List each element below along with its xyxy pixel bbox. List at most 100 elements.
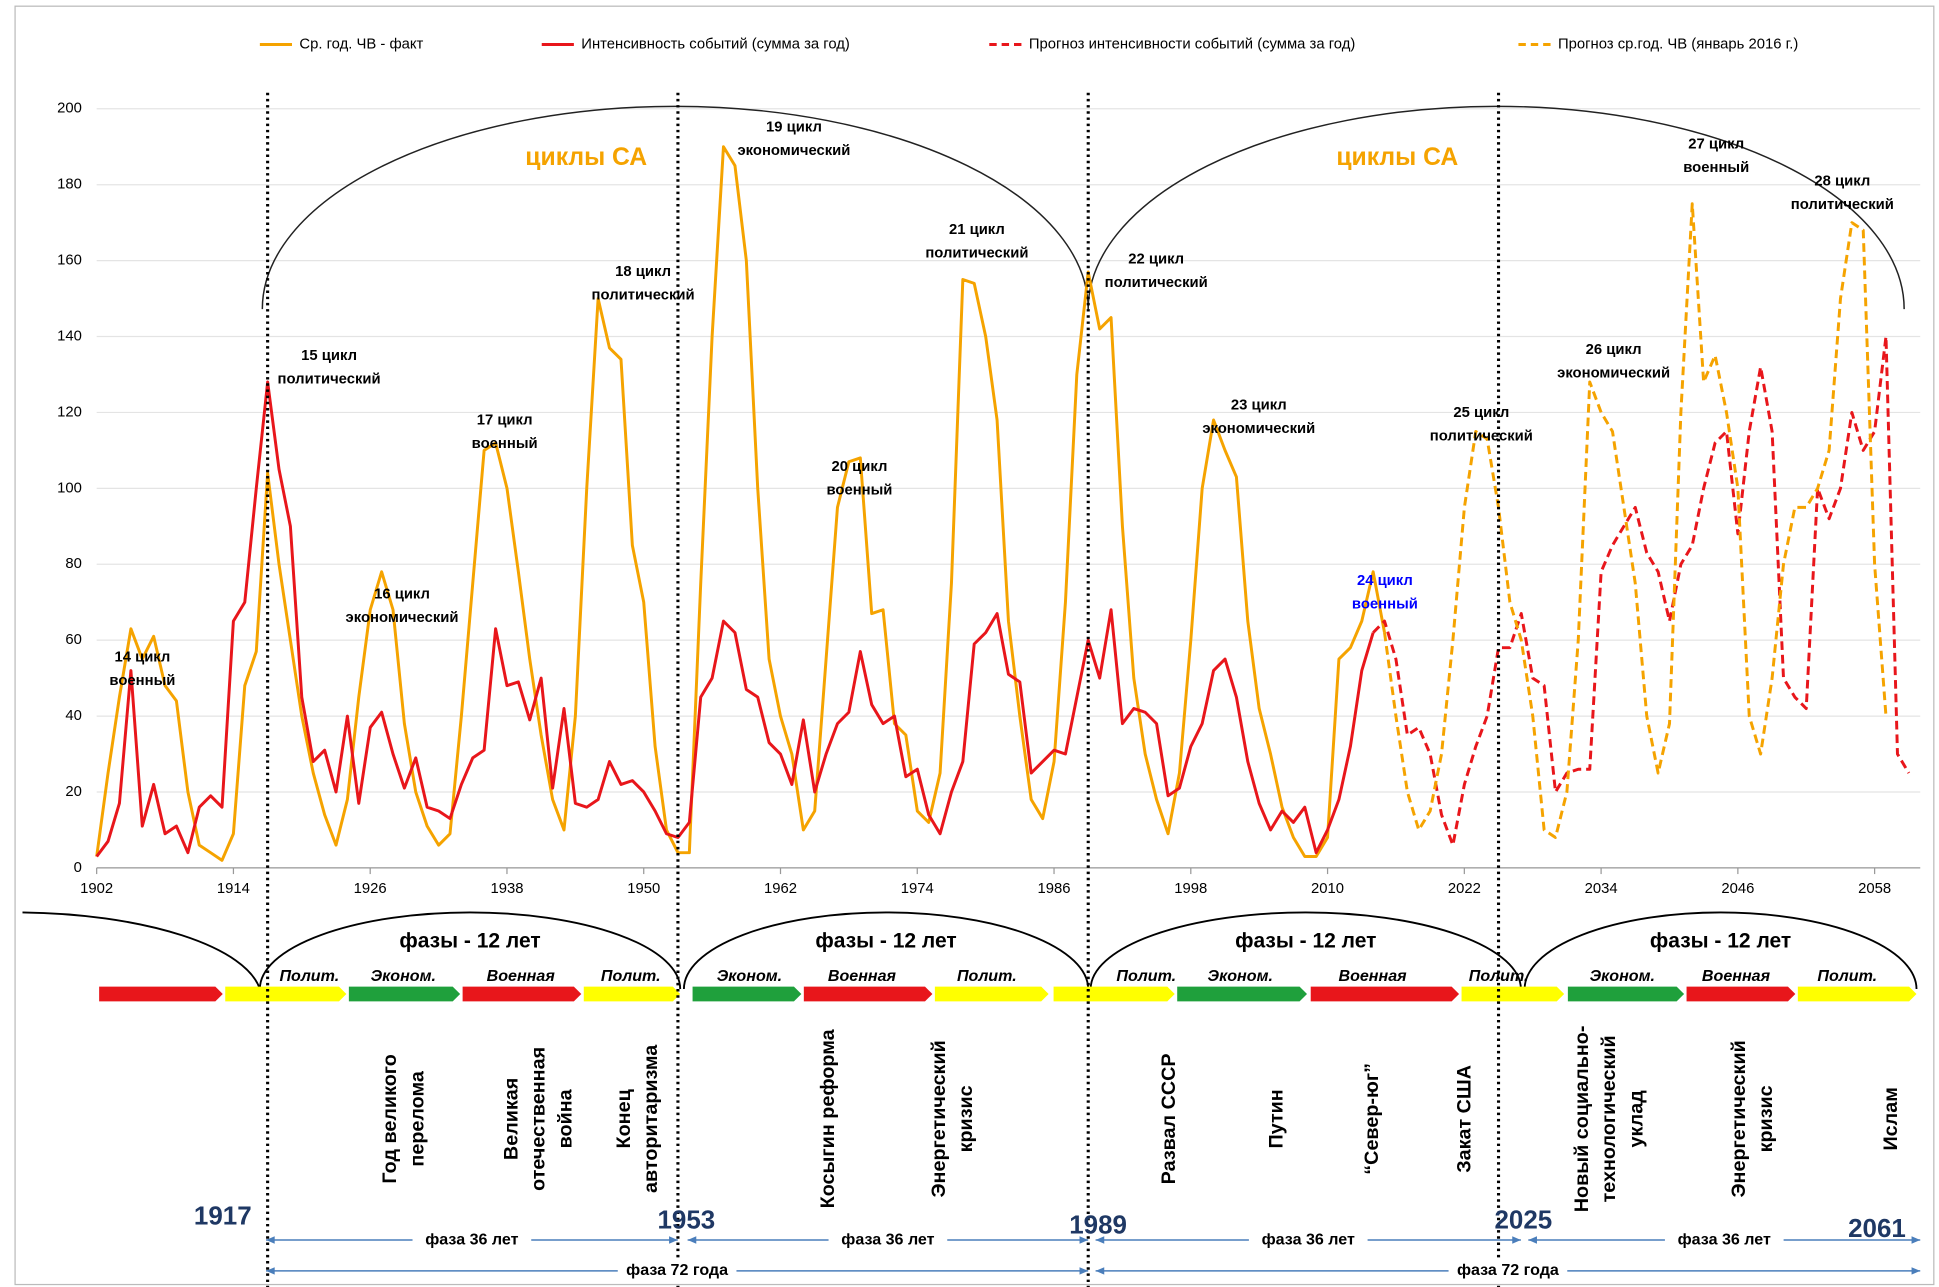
phase-36-label: фаза 36 лет [425, 1230, 518, 1248]
event-label: Год великого [379, 1054, 401, 1183]
phase-arc-label: фазы - 12 лет [399, 930, 540, 953]
legend-label: Прогноз ср.год. ЧВ (январь 2016 г.) [1558, 36, 1798, 52]
phase-36-label: фаза 36 лет [841, 1230, 934, 1248]
event-label: Новый социально- [1571, 1026, 1593, 1213]
y-tick-label: 20 [65, 784, 82, 800]
phase-bar [462, 986, 582, 1002]
cycle-label: циклы СА [1336, 144, 1458, 171]
cycle-annotation: военный [109, 673, 175, 689]
phase-bar [692, 986, 802, 1002]
cycle-annotation: 21 цикл [949, 222, 1005, 238]
phase-36-label-bg [828, 1228, 948, 1252]
y-tick-label: 120 [57, 404, 82, 420]
y-tick-label: 100 [57, 480, 82, 496]
phase-36-label: фаза 36 лет [1262, 1230, 1355, 1248]
event-label: авторитаризма [640, 1044, 662, 1193]
phase-arc-label: фазы - 12 лет [1650, 930, 1791, 953]
phase-72-head [1079, 1267, 1089, 1275]
phase-36-head [1079, 1236, 1089, 1244]
phase-label: Полит. [957, 967, 1017, 985]
phase-36-head [1911, 1236, 1921, 1244]
event-label: перелома [406, 1070, 428, 1166]
phase-36-label-bg [1248, 1228, 1368, 1252]
phase-72-label: фаза 72 года [1457, 1261, 1560, 1279]
phase-bar [1567, 986, 1685, 1002]
event-label: кризис [1755, 1085, 1777, 1152]
phase-label: Полит. [279, 967, 339, 985]
cycle-annotation: 28 цикл [1814, 174, 1870, 190]
phase-bar [803, 986, 933, 1002]
phase-label: Эконом. [1208, 967, 1273, 985]
cycle-annotation: экономический [1557, 365, 1670, 381]
event-label: Косыгин реформа [817, 1028, 839, 1208]
phase-36-label-bg [412, 1228, 532, 1252]
x-tick-label: 2046 [1721, 881, 1754, 897]
phase-bar [583, 986, 681, 1002]
cycle-annotation: 19 цикл [766, 119, 822, 135]
x-tick-label: 2034 [1585, 881, 1618, 897]
phase-36-head [1095, 1236, 1105, 1244]
phase-bar [934, 986, 1049, 1002]
x-tick-label: 2058 [1858, 881, 1891, 897]
phase-36-label: фаза 36 лет [1678, 1230, 1771, 1248]
x-tick-label: 1962 [764, 881, 797, 897]
phase-bar [348, 986, 461, 1002]
event-label: война [555, 1088, 577, 1148]
frame [14, 5, 1935, 1286]
cycle-annotation: 15 цикл [301, 348, 357, 364]
phase-36-head [669, 1236, 678, 1244]
cycle-annotation: экономический [346, 610, 459, 626]
phase-bar [1310, 986, 1460, 1002]
cycle-annotation: политический [925, 245, 1028, 261]
phase-bar [225, 986, 347, 1002]
x-tick-label: 2010 [1311, 881, 1344, 897]
phase-72-head [266, 1267, 275, 1275]
phase-bar [1797, 986, 1917, 1002]
phase-72-label-bg [617, 1259, 737, 1283]
cycle-annotation: военный [827, 483, 893, 499]
phase-36-head [266, 1236, 275, 1244]
series-line [1383, 202, 1888, 839]
cycle-annotation: политический [592, 287, 695, 303]
phase-year: 1917 [194, 1201, 252, 1231]
event-label: Ислам [1880, 1087, 1902, 1150]
legend-label: Ср. год. ЧВ - факт [299, 36, 423, 52]
cycle-annotation: 27 цикл [1688, 137, 1744, 153]
y-tick-label: 60 [65, 632, 82, 648]
phase-72-label-bg [1448, 1259, 1568, 1283]
series-line [1372, 335, 1911, 847]
phase-year: 1953 [658, 1204, 716, 1234]
phase-arc-label: фазы - 12 лет [1235, 930, 1376, 953]
phase-label: Полит. [1116, 967, 1176, 985]
y-tick-label: 40 [65, 708, 82, 724]
event-label: кризис [955, 1085, 977, 1152]
cycle-annotation: военный [1683, 160, 1749, 176]
cycle-annotation: 23 цикл [1231, 397, 1287, 413]
cycle-annotation: 22 цикл [1128, 252, 1184, 268]
phase-label: Военная [1338, 967, 1407, 985]
event-label: Великая [500, 1078, 522, 1160]
event-label: “Север-юг” [1361, 1063, 1383, 1175]
cycle-annotation: 17 цикл [477, 412, 533, 428]
cycle-annotation: политический [1105, 275, 1208, 291]
phase-72-head [1911, 1267, 1921, 1275]
phase-bar [1177, 986, 1308, 1002]
phase-year: 2025 [1494, 1204, 1552, 1234]
phase-label: Военная [487, 967, 556, 985]
phase-label: Полит. [1817, 967, 1877, 985]
event-label: отечественная [527, 1047, 549, 1191]
cycle-annotation: 20 цикл [832, 459, 888, 475]
y-tick-label: 160 [57, 253, 82, 269]
y-tick-label: 80 [65, 556, 82, 572]
x-tick-label: 1986 [1038, 881, 1071, 897]
cycle-annotation: 14 цикл [114, 650, 170, 666]
event-label: Энергетический [928, 1040, 950, 1197]
cycle-annotation: 26 цикл [1586, 342, 1642, 358]
series-line [95, 145, 1386, 862]
cycle-arc [1087, 105, 1905, 310]
cycle-label: циклы СА [525, 144, 647, 171]
phase-bar [1053, 986, 1175, 1002]
cycle-annotation: экономический [737, 143, 850, 159]
phase-label: Военная [1702, 967, 1771, 985]
